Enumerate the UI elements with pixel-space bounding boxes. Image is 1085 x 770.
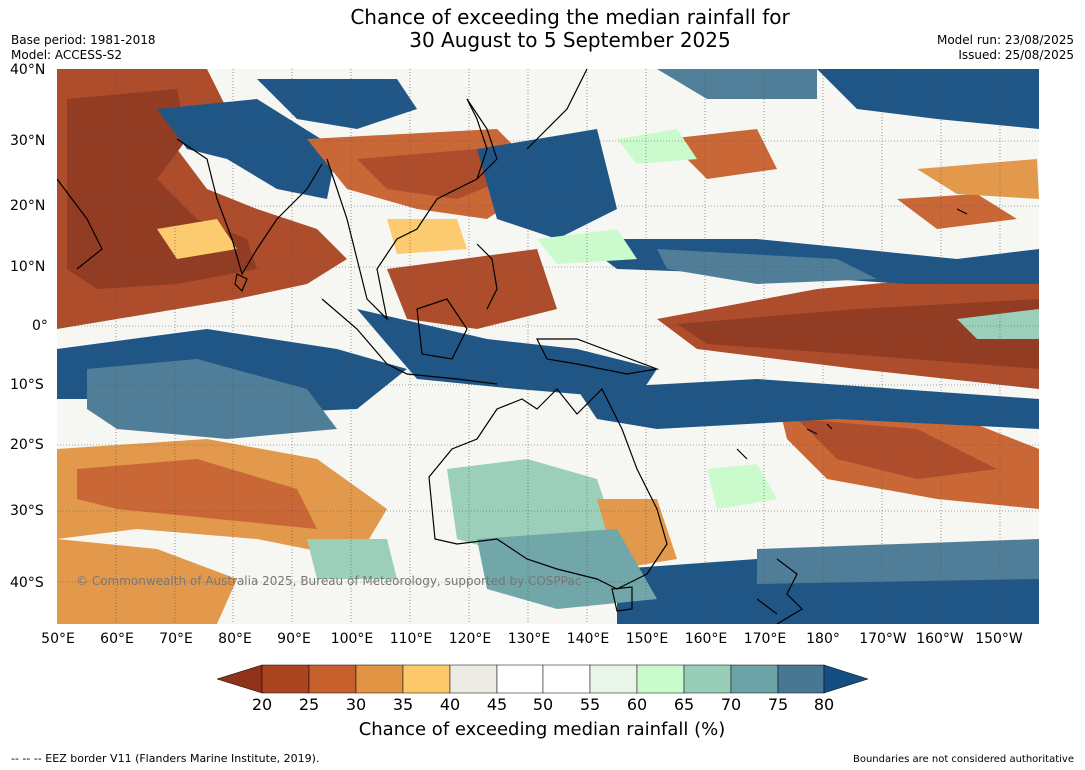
colorbar-tick-50: 50	[532, 695, 554, 714]
lon-label-70e: 70°E	[159, 631, 193, 647]
lat-label-30n: 30°N	[10, 133, 46, 149]
lat-label-30s: 30°S	[10, 503, 44, 519]
colorbar-tick-65: 65	[673, 695, 695, 714]
colorbar-tick-70: 70	[720, 695, 742, 714]
lon-label-150e: 150°E	[625, 631, 669, 647]
lon-label-120e: 120°E	[448, 631, 492, 647]
colorbar-bin-8	[589, 664, 638, 694]
lat-label-40n: 40°N	[10, 62, 46, 78]
colorbar-tick-40: 40	[439, 695, 461, 714]
colorbar-tick-35: 35	[392, 695, 414, 714]
colorbar-bin-3	[355, 664, 404, 694]
lon-label-100e: 100°E	[330, 631, 374, 647]
colorbar-bin-7	[542, 664, 591, 694]
colorbar-tick-20: 20	[251, 695, 273, 714]
lon-label-90e: 90°E	[277, 631, 311, 647]
lat-label-10s: 10°S	[10, 377, 44, 393]
model-name: Model: ACCESS-S2	[11, 48, 123, 62]
colorbar-bin-9	[636, 664, 685, 694]
lon-label-170w: 170°W	[859, 631, 907, 647]
lon-label-140e: 140°E	[566, 631, 610, 647]
colorbar-bin-13	[823, 664, 869, 694]
colorbar-bin-0	[217, 664, 263, 694]
lon-label-160w: 160°W	[916, 631, 964, 647]
lat-label-10n: 10°N	[10, 259, 46, 275]
model-run: Model run: 23/08/2025	[936, 33, 1074, 47]
issued-date: Issued: 25/08/2025	[958, 48, 1074, 62]
lon-label-80e: 80°E	[218, 631, 252, 647]
colorbar-bin-11	[730, 664, 779, 694]
colorbar-bin-12	[777, 664, 825, 694]
colorbar-tick-30: 30	[345, 695, 367, 714]
colorbar-tick-60: 60	[626, 695, 648, 714]
colorbar-label: Chance of exceeding median rainfall (%)	[358, 719, 726, 740]
boundaries-disclaimer: Boundaries are not considered authoritat…	[852, 754, 1074, 765]
lat-label-20s: 20°S	[10, 437, 44, 453]
colorbar-tick-75: 75	[767, 695, 789, 714]
colorbar-bin-6	[496, 664, 544, 694]
colorbar-bin-5	[449, 664, 498, 694]
colorbar-bin-1	[261, 664, 310, 694]
base-period: Base period: 1981-2018	[11, 33, 156, 47]
lat-label-40s: 40°S	[10, 575, 44, 591]
lon-label-180: 180°	[806, 631, 840, 647]
title-line-1: Chance of exceeding the median rainfall …	[350, 5, 790, 29]
lon-label-150w: 150°W	[975, 631, 1023, 647]
lat-label-0: 0°	[32, 318, 48, 334]
colorbar-tick-45: 45	[486, 695, 508, 714]
lat-label-20n: 20°N	[10, 198, 46, 214]
eez-border-note: -- -- -- EEZ border V11 (Flanders Marine…	[11, 752, 320, 765]
colorbar-tick-80: 80	[813, 695, 835, 714]
lon-label-50e: 50°E	[41, 631, 75, 647]
lon-label-110e: 110°E	[389, 631, 433, 647]
colorbar-tick-25: 25	[298, 695, 320, 714]
lon-label-160e: 160°E	[684, 631, 728, 647]
colorbar	[217, 664, 869, 694]
lon-label-130e: 130°E	[507, 631, 551, 647]
lon-label-170e: 170°E	[743, 631, 787, 647]
colorbar-tick-55: 55	[579, 695, 601, 714]
colorbar-bin-2	[308, 664, 357, 694]
colorbar-bin-10	[683, 664, 732, 694]
colorbar-bin-4	[402, 664, 451, 694]
rainfall-map	[57, 69, 1039, 624]
lon-label-60e: 60°E	[100, 631, 134, 647]
title-line-2: 30 August to 5 September 2025	[409, 28, 731, 52]
copyright-notice: © Commonwealth of Australia 2025, Bureau…	[76, 574, 582, 588]
